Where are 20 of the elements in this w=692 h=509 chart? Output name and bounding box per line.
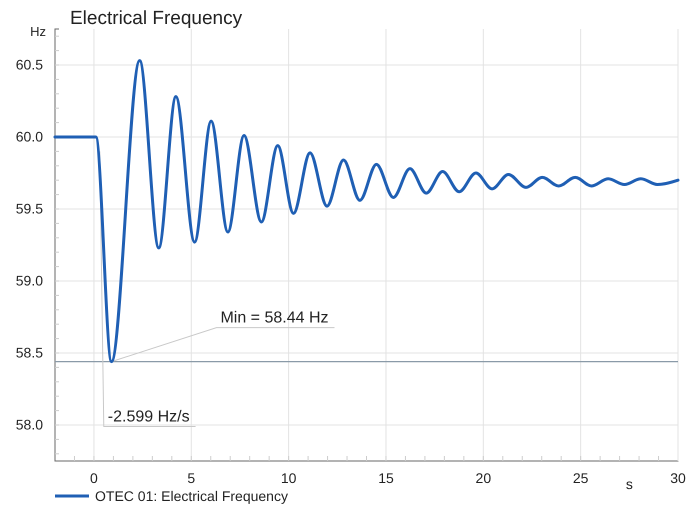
- x-tick-label: 20: [476, 470, 492, 486]
- y-tick-label: 58.0: [16, 416, 44, 432]
- legend-label: OTEC 01: Electrical Frequency: [95, 488, 288, 504]
- line-series: [54, 59, 680, 364]
- x-tick-label: 30: [670, 470, 686, 486]
- chart-title: Electrical Frequency: [70, 8, 243, 29]
- x-tick-label: 15: [378, 470, 394, 486]
- y-tick-label: 60.5: [16, 56, 44, 72]
- y-tick-label: 59.5: [16, 200, 44, 216]
- y-tick-label: 60.0: [16, 128, 44, 144]
- annotation: -2.599 Hz/s: [108, 408, 190, 426]
- x-tick-label: 0: [90, 470, 98, 486]
- annotation: Min = 58.44 Hz: [220, 310, 329, 327]
- y-tick-label: 58.5: [16, 344, 44, 360]
- x-tick-label: 10: [280, 470, 297, 486]
- x-tick-label: 25: [572, 470, 589, 486]
- x-tick-label: 5: [187, 470, 196, 486]
- y-tick-label: 59.0: [16, 272, 44, 288]
- y-axis-title: Hz: [30, 24, 46, 39]
- x-axis-title: s: [626, 476, 633, 492]
